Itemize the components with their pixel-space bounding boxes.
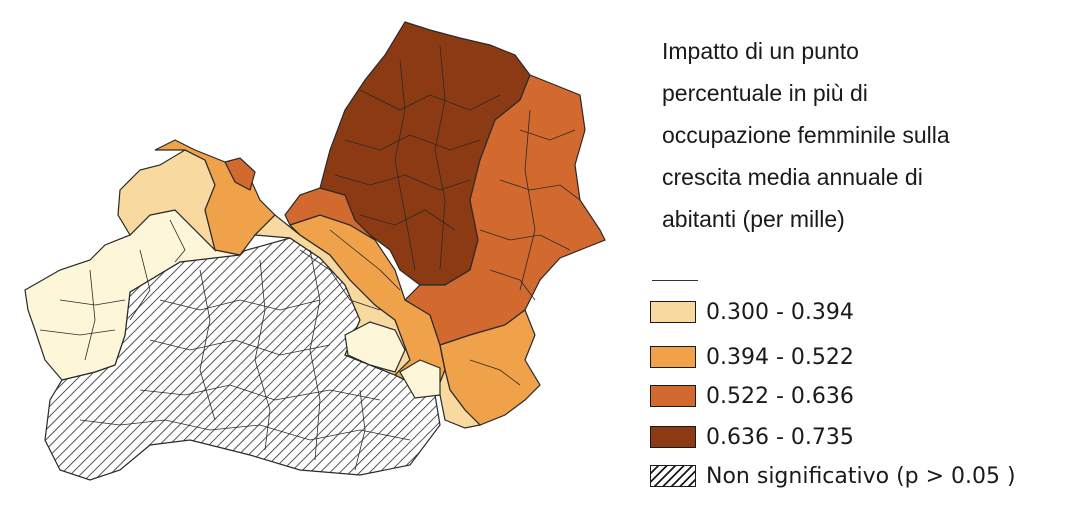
legend-swatch [650,346,696,368]
region-west-light [24,209,241,381]
legend-label: 0.394 - 0.522 [706,344,854,370]
legend-item-class-4: 0.636 - 0.735 [650,422,854,452]
region-class-3-nw-small [224,157,256,191]
choropleth-map [24,21,606,481]
legend-swatch [650,426,696,448]
title-line-2: percentuale in più di [662,80,868,106]
legend-label: 0.636 - 0.735 [706,424,854,450]
legend-boundary-line [652,280,698,281]
region-light-south [399,359,441,399]
region-class-3-east [404,74,606,346]
legend-item-class-1: 0.300 - 0.394 [650,297,854,327]
region-light-center [344,321,406,373]
title-line-1: Impatto di un punto [662,38,859,64]
municipality-boundaries [39,44,581,471]
legend-label: 0.300 - 0.394 [706,299,854,325]
title-line-3: occupazione femminile sulla [662,122,950,148]
legend-label: Non significativo (p > 0.05 ) [706,463,1016,489]
legend-item-class-3: 0.522 - 0.636 [650,381,854,411]
legend-item-class-2: 0.394 - 0.522 [650,342,854,372]
map-title: Impatto di un punto percentuale in più d… [662,30,1062,240]
title-line-4: crescita media annuale di [662,164,923,190]
legend-label: 0.522 - 0.636 [706,383,854,409]
legend-swatch-hatched [650,465,696,487]
title-line-5: abitanti (per mille) [662,206,845,232]
legend-swatch [650,385,696,407]
legend-item-non-significant: Non significativo (p > 0.05 ) [650,461,1016,491]
legend-swatch [650,301,696,323]
